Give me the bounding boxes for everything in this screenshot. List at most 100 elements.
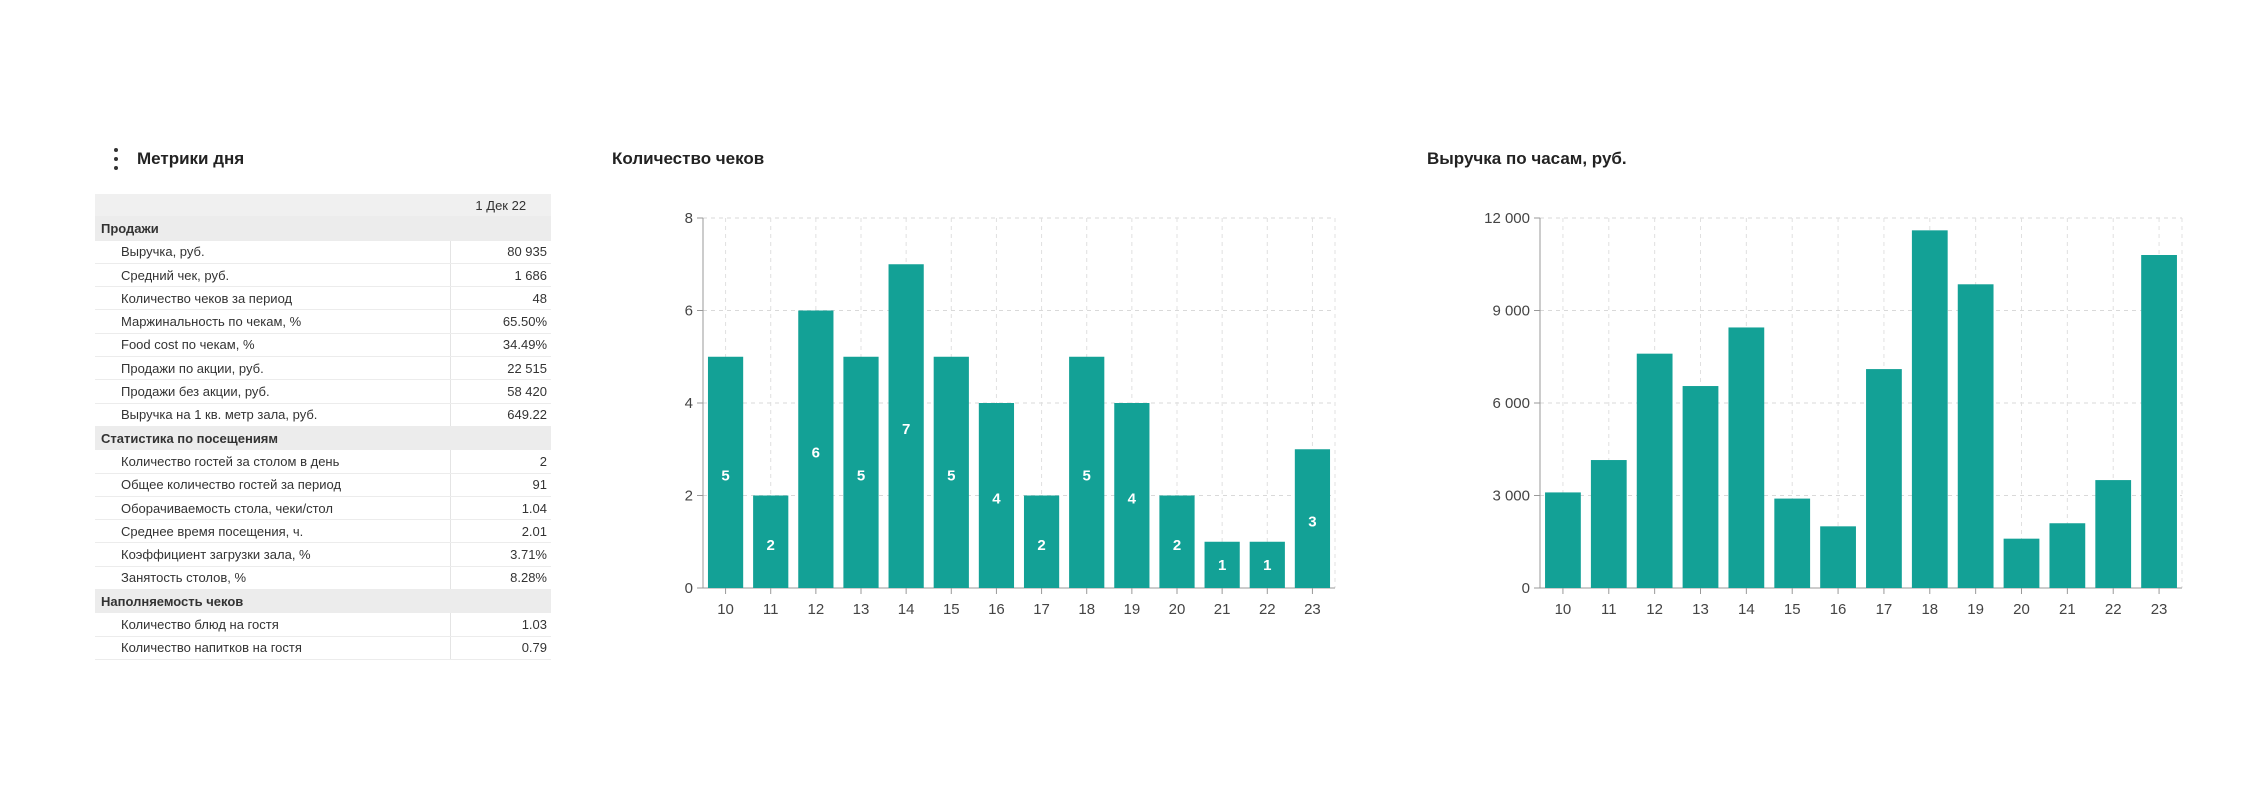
table-row: Занятость столов, % 8.28% [95, 566, 551, 591]
bar[interactable] [1114, 403, 1150, 588]
y-tick-label: 4 [685, 395, 693, 412]
x-tick-label: 15 [943, 601, 960, 618]
metric-value: 58 420 [450, 379, 551, 404]
x-tick-label: 16 [988, 601, 1005, 618]
table-corner-cell [95, 194, 451, 218]
metrics-table: 1 Дек 22 Продажи Выручка, руб. 80 935 Средн… [95, 194, 551, 660]
bar-data-label: 5 [857, 467, 865, 484]
metric-value: 1.04 [450, 496, 551, 521]
bar[interactable] [1820, 526, 1856, 588]
bar[interactable] [798, 310, 834, 589]
bar-data-label: 2 [1037, 537, 1045, 554]
bar-data-label: 5 [1083, 467, 1091, 484]
revenue-chart-title: Выручка по часам, руб. [1427, 149, 1627, 168]
bar[interactable] [888, 264, 924, 588]
more-menu-icon[interactable] [113, 148, 119, 170]
y-tick-label: 12 000 [1484, 210, 1530, 227]
bar-data-label: 1 [1263, 557, 1271, 574]
x-tick-label: 21 [1214, 601, 1231, 618]
bar[interactable] [933, 356, 969, 588]
bar-data-label: 5 [721, 467, 729, 484]
bar[interactable] [2003, 538, 2040, 588]
bar[interactable] [1682, 386, 1719, 588]
bar-data-label: 1 [1218, 557, 1226, 574]
bar[interactable] [1866, 369, 1902, 588]
table-row: Средний чек, руб. 1 686 [95, 263, 551, 288]
bar[interactable] [1159, 495, 1195, 589]
bar[interactable] [1911, 230, 1948, 589]
x-tick-label: 16 [1830, 601, 1847, 618]
metric-label: Выручка, руб. [95, 240, 451, 264]
bar[interactable] [1204, 541, 1240, 588]
y-tick-label: 3 000 [1492, 488, 1530, 505]
section-header-row[interactable]: Наполняемость чеков [95, 589, 551, 614]
table-row: Общее количество гостей за период 91 [95, 473, 551, 497]
metric-label: Количество чеков за период [95, 286, 451, 311]
bar[interactable] [1023, 495, 1060, 589]
checks-count-chart: 0246851021161251371451541621751841922012… [685, 210, 1336, 618]
bar[interactable] [2095, 480, 2132, 588]
table-row: Продажи по акции, руб. 22 515 [95, 356, 551, 381]
bar[interactable] [1774, 498, 1811, 588]
y-tick-label: 9 000 [1492, 303, 1530, 320]
bar-data-label: 5 [947, 467, 955, 484]
metric-value: 48 [450, 286, 551, 311]
x-tick-label: 15 [1784, 601, 1801, 618]
table-row: Среднее время посещения, ч. 2.01 [95, 519, 551, 544]
table-row: Количество гостей за столом в день 2 [95, 449, 551, 474]
y-tick-label: 6 [685, 303, 693, 320]
metric-value: 1.03 [450, 612, 551, 637]
bar[interactable] [707, 356, 744, 588]
x-tick-label: 22 [2105, 601, 2122, 618]
metric-label: Выручка на 1 кв. метр зала, руб. [95, 403, 451, 427]
x-tick-label: 18 [1921, 601, 1938, 618]
section-title: Наполняемость чеков [95, 589, 551, 614]
x-tick-label: 20 [1169, 601, 1186, 618]
x-tick-label: 17 [1033, 601, 1050, 618]
bar[interactable] [1957, 284, 1994, 588]
bar[interactable] [2141, 255, 2177, 588]
table-row: Оборачиваемость стола, чеки/стол 1.04 [95, 496, 551, 521]
x-tick-label: 22 [1259, 601, 1276, 618]
x-tick-label: 11 [763, 601, 779, 618]
metric-label: Маржинальность по чекам, % [95, 309, 451, 334]
table-row: Коэффициент загрузки зала, % 3.71% [95, 542, 551, 567]
bar[interactable] [1728, 327, 1765, 588]
x-tick-label: 18 [1078, 601, 1095, 618]
x-tick-label: 11 [1601, 601, 1617, 618]
bar[interactable] [978, 403, 1015, 588]
metric-label: Средний чек, руб. [95, 263, 451, 288]
metric-value: 649.22 [450, 403, 551, 427]
section-title: Статистика по посещениям [95, 426, 551, 451]
revenue-by-hour-chart: 0 3 000 6 000 9 000 12 000 10 11 12 13 14 15 16 17 18… [1484, 210, 2183, 618]
y-tick-label: 6 000 [1492, 395, 1530, 412]
table-row: Маржинальность по чекам, % 65.50% [95, 309, 551, 334]
metric-label: Количество напитков на гостя [95, 636, 451, 660]
bar[interactable] [1294, 449, 1331, 588]
x-tick-label: 20 [2013, 601, 2030, 618]
bar[interactable] [1636, 353, 1673, 588]
metric-label: Food cost по чекам, % [95, 333, 451, 358]
section-header-row[interactable]: Продажи [95, 216, 551, 241]
metric-label: Общее количество гостей за период [95, 473, 451, 497]
x-tick-label: 10 [1555, 601, 1572, 618]
table-row: Продажи без акции, руб. 58 420 [95, 379, 551, 404]
date-column-header: 1 Дек 22 [450, 194, 551, 218]
y-tick-label: 0 [1522, 580, 1530, 597]
x-tick-label: 12 [1646, 601, 1663, 618]
bar[interactable] [843, 356, 879, 588]
bar-data-label: 4 [992, 491, 1001, 508]
table-row: Количество блюд на гостя 1.03 [95, 612, 551, 637]
y-tick-label: 2 [685, 488, 693, 505]
x-tick-label: 17 [1876, 601, 1893, 618]
bar[interactable] [753, 495, 789, 589]
bar[interactable] [1545, 492, 1581, 588]
bar-data-label: 6 [812, 444, 820, 461]
section-header-row[interactable]: Статистика по посещениям [95, 426, 551, 451]
bar[interactable] [1590, 460, 1627, 588]
bar[interactable] [1249, 541, 1285, 588]
bar[interactable] [2049, 523, 2086, 588]
bar[interactable] [1069, 356, 1105, 588]
metric-label: Количество блюд на гостя [95, 612, 451, 637]
metric-label: Продажи без акции, руб. [95, 379, 451, 404]
